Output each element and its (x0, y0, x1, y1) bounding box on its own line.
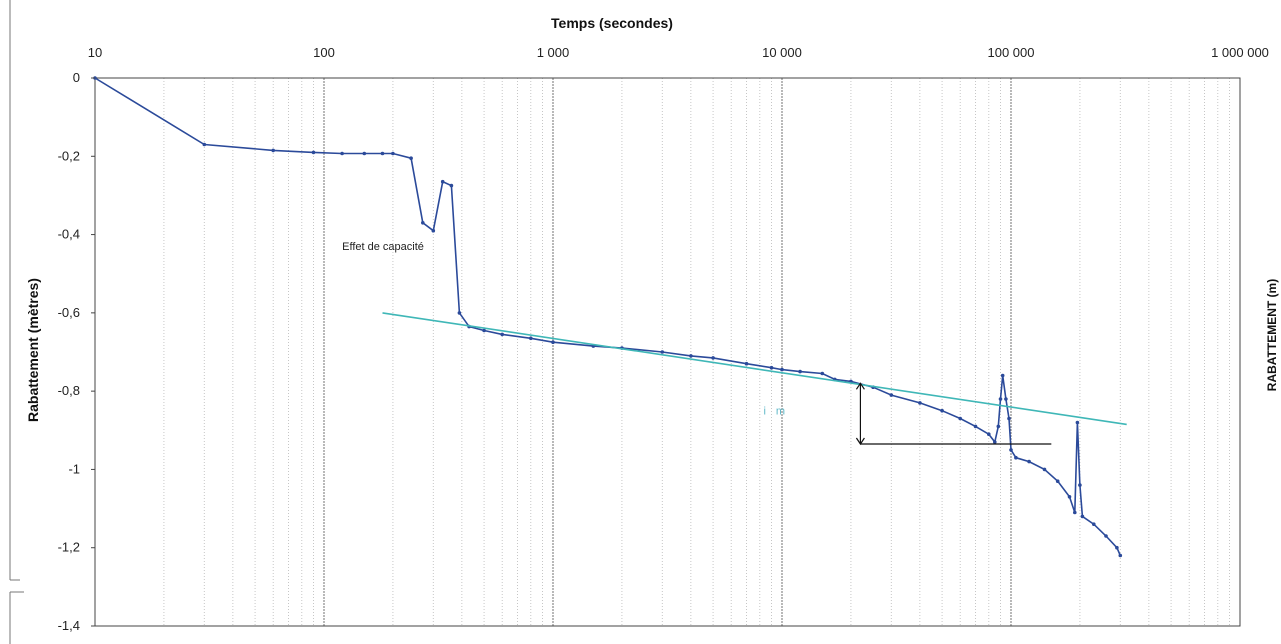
data-point (1055, 479, 1060, 484)
data-point (998, 397, 1003, 401)
data-point (993, 440, 997, 444)
x-tick-label: 10 (88, 45, 102, 60)
data-point (551, 340, 555, 345)
data-point (711, 356, 715, 360)
data-point (340, 151, 344, 156)
data-point (440, 179, 445, 184)
annotation-text: m (776, 406, 785, 418)
data-point (500, 332, 505, 337)
y-tick-label: -0,6 (58, 305, 80, 320)
data-point (918, 401, 922, 405)
data-point (660, 350, 665, 354)
data-point (449, 183, 454, 188)
data-point (311, 150, 316, 155)
data-point (889, 393, 894, 397)
data-point (380, 151, 385, 156)
data-point (798, 369, 802, 374)
data-point (769, 365, 774, 370)
data-point (529, 336, 533, 341)
data-point (1073, 510, 1077, 515)
series-layer (93, 76, 1127, 558)
y-tick-labels: 0 -0,2 -0,4 -0,6 -0,8 -1 -1,2 -1,4 (58, 70, 95, 633)
x-tick-label: 100 (313, 45, 335, 60)
annotation-text: i (763, 406, 765, 418)
annotations: Effet de capacité i m (342, 241, 785, 417)
data-point (482, 328, 486, 333)
y-tick-label: -0,8 (58, 383, 80, 398)
data-point (1118, 553, 1123, 558)
data-point (1067, 495, 1072, 499)
data-point (1004, 397, 1008, 401)
data-point (987, 432, 991, 437)
data-point (1092, 522, 1096, 526)
right-axis-title: RABATTEMENT (m) (1265, 279, 1279, 391)
data-point (1042, 467, 1047, 472)
annotation-text: Effet de capacité (342, 241, 424, 253)
series-line-measured (94, 77, 1122, 556)
data-point (940, 408, 944, 413)
guide-arrow-head-top (855, 382, 865, 390)
data-point (1014, 455, 1018, 460)
data-point (1027, 459, 1031, 464)
y-tick-label: -1 (68, 461, 80, 476)
data-point (996, 424, 1001, 429)
y-tick-label: -1,2 (58, 540, 80, 555)
data-point (744, 361, 749, 366)
y-axis-title: Rabattement (mètres) (25, 278, 41, 422)
data-point (820, 371, 825, 376)
data-point (409, 156, 413, 160)
data-point (1075, 420, 1080, 425)
guide-layer (855, 382, 1052, 446)
y-tick-label: 0 (73, 70, 80, 85)
data-point (973, 424, 978, 429)
data-point (431, 228, 436, 233)
series-line-trend (382, 312, 1127, 426)
x-tick-label: 1 000 000 (1211, 45, 1269, 60)
data-point (958, 416, 962, 421)
x-tick-labels: 10 100 1 000 10 000 100 000 1 000 000 (88, 45, 1269, 60)
data-point (457, 311, 462, 315)
x-axis-title: Temps (secondes) (551, 15, 673, 31)
data-point (1007, 416, 1011, 421)
data-point (1104, 534, 1108, 538)
y-tick-label: -0,2 (58, 148, 80, 163)
data-point (202, 142, 207, 147)
data-point (362, 151, 367, 156)
data-point (689, 354, 693, 358)
data-point (780, 367, 784, 372)
x-tick-label: 10 000 (762, 45, 802, 60)
x-tick-label: 100 000 (988, 45, 1035, 60)
data-point (271, 148, 276, 153)
data-point (1078, 483, 1082, 487)
y-tick-label: -1,4 (58, 618, 80, 633)
x-tick-label: 1 000 (537, 45, 570, 60)
data-point (1080, 514, 1085, 519)
data-point (1000, 373, 1005, 378)
data-point (1115, 545, 1119, 550)
plot-area (94, 77, 1241, 627)
data-point (1009, 448, 1013, 452)
data-point (391, 151, 395, 156)
data-point (421, 221, 425, 225)
y-tick-label: -0,4 (58, 227, 80, 242)
